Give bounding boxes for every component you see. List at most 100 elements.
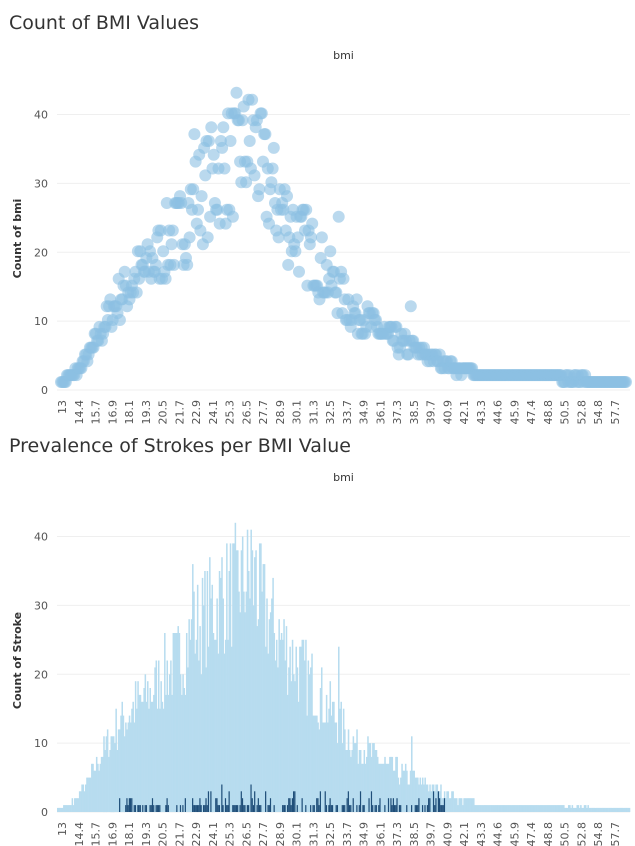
stroke-0-bar bbox=[293, 674, 295, 812]
stroke-0-bar bbox=[316, 715, 318, 812]
stroke-0-bar bbox=[275, 639, 278, 812]
bmi-count-dot bbox=[118, 265, 131, 278]
stroke-1-bar bbox=[210, 791, 212, 812]
stroke-0-bar bbox=[486, 805, 488, 812]
stroke-0-bar bbox=[313, 715, 316, 812]
stroke-0-bar bbox=[240, 550, 243, 812]
stroke-0-bar bbox=[331, 701, 334, 812]
stroke-1-bar bbox=[426, 805, 429, 812]
stroke-0-bar bbox=[544, 805, 547, 812]
bmi-count-dot bbox=[218, 162, 231, 175]
stroke-1-bar bbox=[267, 805, 269, 812]
stroke-0-bar bbox=[284, 660, 287, 812]
stroke-0-bar bbox=[473, 798, 475, 812]
stroke-0-bar bbox=[210, 598, 212, 812]
stroke-0-bar bbox=[525, 805, 527, 812]
stroke-0-bar bbox=[404, 763, 407, 812]
stroke-0-bar bbox=[547, 805, 549, 812]
stroke-0-bar bbox=[195, 639, 198, 812]
stroke-0-bar bbox=[617, 807, 620, 812]
bmi-count-dot bbox=[324, 245, 337, 258]
stroke-0-bar bbox=[201, 577, 204, 812]
bmi-count-dot bbox=[332, 210, 345, 223]
stroke-0-bar bbox=[464, 798, 467, 812]
stroke-0-bar bbox=[269, 612, 272, 812]
stroke-1-bar bbox=[269, 798, 272, 812]
stroke-0-bar bbox=[462, 805, 464, 812]
stroke-0-bar bbox=[211, 584, 214, 813]
stroke-0-bar bbox=[241, 536, 244, 812]
stroke-0-bar bbox=[373, 743, 375, 812]
stroke-0-bar bbox=[447, 791, 450, 812]
stroke-0-bar bbox=[415, 777, 418, 812]
stroke-0-bar bbox=[317, 722, 319, 812]
stroke-1-bar bbox=[418, 798, 420, 812]
stroke-0-bar bbox=[423, 784, 425, 812]
stroke-0-bar bbox=[175, 633, 177, 812]
stroke-0-bar bbox=[311, 653, 313, 812]
stroke-1-bar bbox=[166, 798, 169, 812]
stroke-0-bar bbox=[178, 633, 181, 812]
stroke-0-bar bbox=[138, 694, 141, 812]
stroke-1-bar bbox=[393, 805, 396, 812]
stroke-1-bar bbox=[301, 798, 304, 812]
stroke-0-bar bbox=[425, 784, 428, 812]
chart-2-x-tick-label: 54.8 bbox=[592, 822, 605, 846]
chart-2-x-tick-label: 20.5 bbox=[157, 822, 170, 846]
stroke-0-bar bbox=[157, 660, 160, 812]
stroke-0-bar bbox=[434, 791, 436, 812]
bmi-count-dot bbox=[253, 183, 266, 196]
stroke-0-bar bbox=[302, 639, 305, 812]
bmi-count-dot bbox=[246, 93, 259, 106]
stroke-0-bar bbox=[487, 805, 490, 812]
stroke-0-bar bbox=[591, 807, 593, 812]
stroke-0-bar bbox=[605, 807, 608, 812]
stroke-1-bar bbox=[232, 805, 234, 812]
stroke-0-bar bbox=[273, 633, 276, 812]
stroke-0-bar bbox=[363, 750, 366, 812]
stroke-0-bar bbox=[249, 598, 251, 812]
stroke-1-bar bbox=[258, 805, 261, 812]
stroke-0-bar bbox=[59, 807, 61, 812]
bmi-count-dot bbox=[195, 190, 208, 203]
stroke-0-bar bbox=[94, 770, 97, 812]
stroke-0-bar bbox=[593, 807, 596, 812]
stroke-1-bar bbox=[192, 798, 194, 812]
bmi-count-dot bbox=[240, 176, 253, 189]
stroke-0-bar bbox=[170, 660, 172, 812]
chart-2-x-tick-label: 13 bbox=[56, 822, 69, 836]
stroke-0-bar bbox=[319, 688, 322, 812]
bmi-count-dot bbox=[181, 258, 194, 271]
chart-2-x-tick-label: 26.5 bbox=[240, 822, 253, 846]
stroke-0-bar bbox=[260, 543, 262, 812]
chart-2-x-tick-label: 33.7 bbox=[341, 822, 354, 846]
stroke-1-bar bbox=[137, 805, 139, 812]
stroke-0-bar bbox=[190, 619, 193, 812]
stroke-1-bar bbox=[362, 805, 364, 812]
stroke-0-bar bbox=[227, 639, 229, 812]
stroke-0-bar bbox=[453, 798, 456, 812]
stroke-0-bar bbox=[366, 756, 368, 812]
stroke-1-bar bbox=[324, 791, 327, 812]
chart-2-y-axis-label: Count of Stroke bbox=[11, 612, 24, 709]
stroke-0-bar bbox=[497, 805, 499, 812]
stroke-0-bar bbox=[615, 807, 617, 812]
stroke-1-bar bbox=[428, 798, 430, 812]
stroke-1-bar bbox=[312, 805, 314, 812]
bmi-count-dot bbox=[306, 217, 319, 230]
stroke-1-bar bbox=[434, 805, 436, 812]
bmi-count-dot bbox=[159, 272, 172, 285]
stroke-1-bar bbox=[421, 805, 424, 812]
chart-2-x-tick-label: 36.1 bbox=[374, 822, 387, 846]
stroke-0-bar bbox=[548, 805, 551, 812]
stroke-1-bar bbox=[139, 805, 142, 812]
stroke-0-bar bbox=[93, 770, 96, 812]
stroke-1-bar bbox=[252, 805, 255, 812]
stroke-0-bar bbox=[189, 639, 192, 812]
bmi-count-dot bbox=[265, 176, 278, 189]
stroke-0-bar bbox=[140, 701, 143, 812]
stroke-1-bar bbox=[257, 798, 260, 812]
bmi-count-dot bbox=[620, 376, 632, 388]
stroke-0-bar bbox=[553, 805, 555, 812]
stroke-0-bar bbox=[129, 722, 132, 812]
